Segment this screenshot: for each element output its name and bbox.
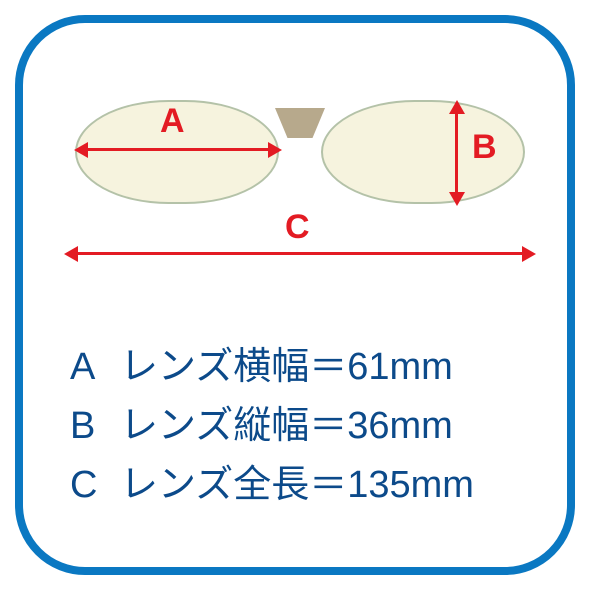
dimension-label-a: A bbox=[160, 102, 185, 141]
glasses-bridge bbox=[275, 108, 325, 138]
legend-text: レンズ全長＝135mm bbox=[120, 464, 474, 506]
legend-text: レンズ縦幅＝36mm bbox=[120, 405, 453, 447]
legend-row-b: Bレンズ縦幅＝36mm bbox=[70, 394, 474, 449]
dimension-label-b: B bbox=[472, 128, 497, 167]
legend-row-c: Cレンズ全長＝135mm bbox=[70, 453, 474, 508]
legend-key: A bbox=[70, 346, 120, 389]
dimension-label-c: C bbox=[285, 208, 310, 247]
legend-row-a: Aレンズ横幅＝61mm bbox=[70, 335, 474, 390]
legend-key: C bbox=[70, 464, 120, 507]
legend-key: B bbox=[70, 405, 120, 448]
legend-text: レンズ横幅＝61mm bbox=[120, 346, 453, 388]
legend: Aレンズ横幅＝61mm Bレンズ縦幅＝36mm Cレンズ全長＝135mm bbox=[70, 335, 474, 512]
